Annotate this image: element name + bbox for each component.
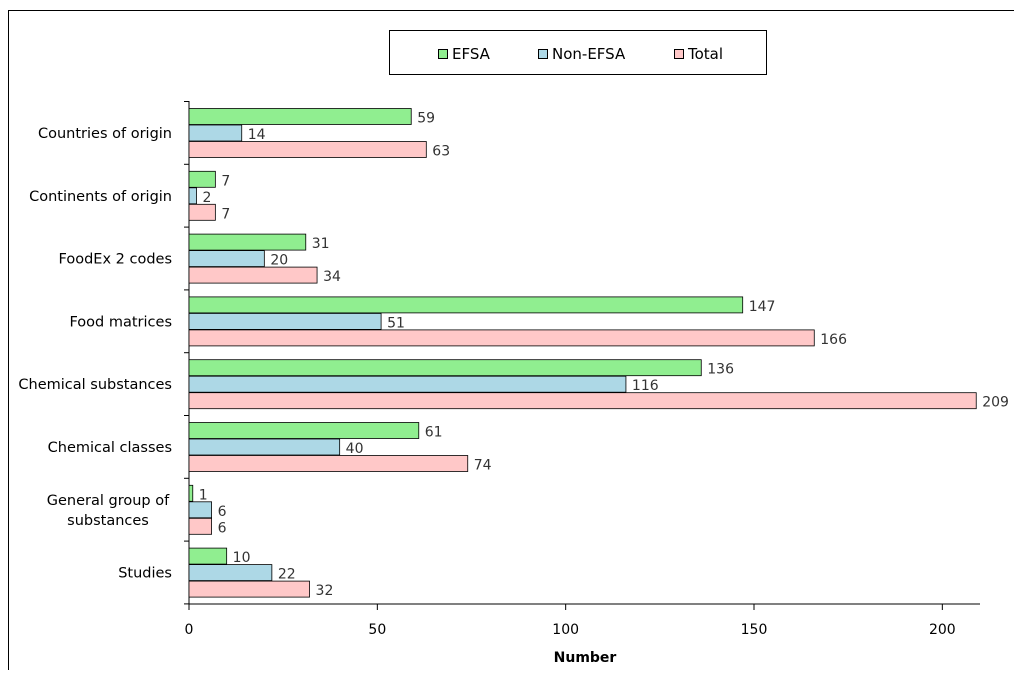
- bar-efsa-chemical-substances: [188, 359, 702, 377]
- data-label-total-foodex-2-codes: 34: [323, 269, 341, 285]
- bar-total-studies: [188, 580, 310, 598]
- bar-efsa-food-matrices: [188, 296, 744, 314]
- legend-swatch-total: [674, 49, 684, 59]
- legend-item-efsa: EFSA: [438, 45, 490, 63]
- bar-non-efsa-foodex-2-codes: [188, 250, 265, 268]
- data-label-total-continents-of-origin: 7: [221, 206, 230, 222]
- data-label-total-chemical-substances: 209: [982, 395, 1009, 411]
- category-label-chemical-substances: Chemical substances: [18, 377, 172, 393]
- category-label-chemical-classes: Chemical classes: [48, 440, 172, 456]
- legend-label-total: Total: [688, 45, 724, 63]
- data-label-efsa-countries-of-origin: 59: [417, 111, 435, 127]
- bar-efsa-countries-of-origin: [188, 108, 412, 125]
- bar-total-chemical-classes: [188, 455, 469, 472]
- data-label-non-efsa-chemical-classes: 40: [346, 441, 364, 457]
- category-label-foodex-2-codes: FoodEx 2 codes: [59, 252, 172, 268]
- legend: EFSA Non-EFSA Total: [389, 30, 767, 75]
- bar-efsa-chemical-classes: [188, 422, 420, 439]
- x-tick-label: 150: [741, 622, 768, 638]
- data-label-efsa-chemical-substances: 136: [707, 362, 734, 378]
- bar-efsa-general-group-of-substances: [188, 484, 194, 502]
- bar-total-continents-of-origin: [188, 203, 216, 221]
- x-tick-label: 50: [368, 622, 386, 638]
- legend-label-efsa: EFSA: [452, 45, 490, 63]
- data-label-total-chemical-classes: 74: [474, 458, 492, 474]
- category-label-continents-of-origin: Continents of origin: [29, 189, 172, 205]
- category-label-countries-of-origin: Countries of origin: [38, 126, 172, 142]
- bar-non-efsa-general-group-of-substances: [188, 501, 213, 519]
- bar-total-chemical-substances: [188, 392, 977, 410]
- bar-non-efsa-chemical-classes: [188, 438, 341, 456]
- legend-swatch-efsa: [438, 49, 448, 59]
- bar-total-foodex-2-codes: [188, 266, 318, 284]
- bar-non-efsa-food-matrices: [188, 312, 382, 330]
- data-label-efsa-food-matrices: 147: [749, 299, 776, 315]
- bar-efsa-continents-of-origin: [188, 170, 216, 188]
- data-label-efsa-studies: 10: [233, 550, 251, 566]
- bar-non-efsa-countries-of-origin: [188, 124, 243, 142]
- data-label-efsa-chemical-classes: 61: [425, 425, 443, 441]
- bar-non-efsa-chemical-substances: [188, 375, 627, 393]
- bar-efsa-studies: [188, 547, 228, 565]
- legend-label-non-efsa: Non-EFSA: [552, 45, 626, 63]
- category-label-general-group-of-substances: General group of substances: [47, 493, 170, 529]
- x-tick-label: 100: [552, 622, 579, 638]
- legend-item-total: Total: [674, 45, 723, 63]
- x-tick-label: 200: [929, 622, 956, 638]
- data-label-non-efsa-food-matrices: 51: [387, 315, 405, 331]
- bar-total-countries-of-origin: [188, 141, 427, 158]
- category-label-food-matrices: Food matrices: [69, 314, 172, 330]
- chart-frame: [8, 10, 1014, 670]
- data-label-non-efsa-chemical-substances: 116: [632, 378, 659, 394]
- data-label-efsa-general-group-of-substances: 1: [199, 487, 208, 503]
- bar-total-general-group-of-substances: [188, 517, 213, 535]
- data-label-efsa-continents-of-origin: 7: [221, 173, 230, 189]
- data-label-total-countries-of-origin: 63: [432, 144, 450, 160]
- data-label-non-efsa-countries-of-origin: 14: [248, 127, 266, 143]
- data-label-total-food-matrices: 166: [820, 332, 847, 348]
- data-label-non-efsa-studies: 22: [278, 567, 296, 583]
- bar-total-food-matrices: [188, 329, 815, 347]
- category-label-studies: Studies: [118, 566, 172, 582]
- legend-swatch-non-efsa: [538, 49, 548, 59]
- x-axis-title: Number: [554, 650, 617, 666]
- data-label-non-efsa-continents-of-origin: 2: [203, 190, 212, 206]
- data-label-non-efsa-general-group-of-substances: 6: [218, 504, 227, 520]
- bar-non-efsa-continents-of-origin: [188, 187, 197, 205]
- data-label-total-general-group-of-substances: 6: [218, 520, 227, 536]
- x-tick-label: 0: [185, 622, 194, 638]
- data-label-non-efsa-foodex-2-codes: 20: [270, 253, 288, 269]
- data-label-efsa-foodex-2-codes: 31: [312, 236, 330, 252]
- legend-item-non-efsa: Non-EFSA: [538, 45, 625, 63]
- bar-non-efsa-studies: [188, 564, 273, 581]
- bar-efsa-foodex-2-codes: [188, 233, 307, 251]
- data-label-total-studies: 32: [316, 583, 334, 599]
